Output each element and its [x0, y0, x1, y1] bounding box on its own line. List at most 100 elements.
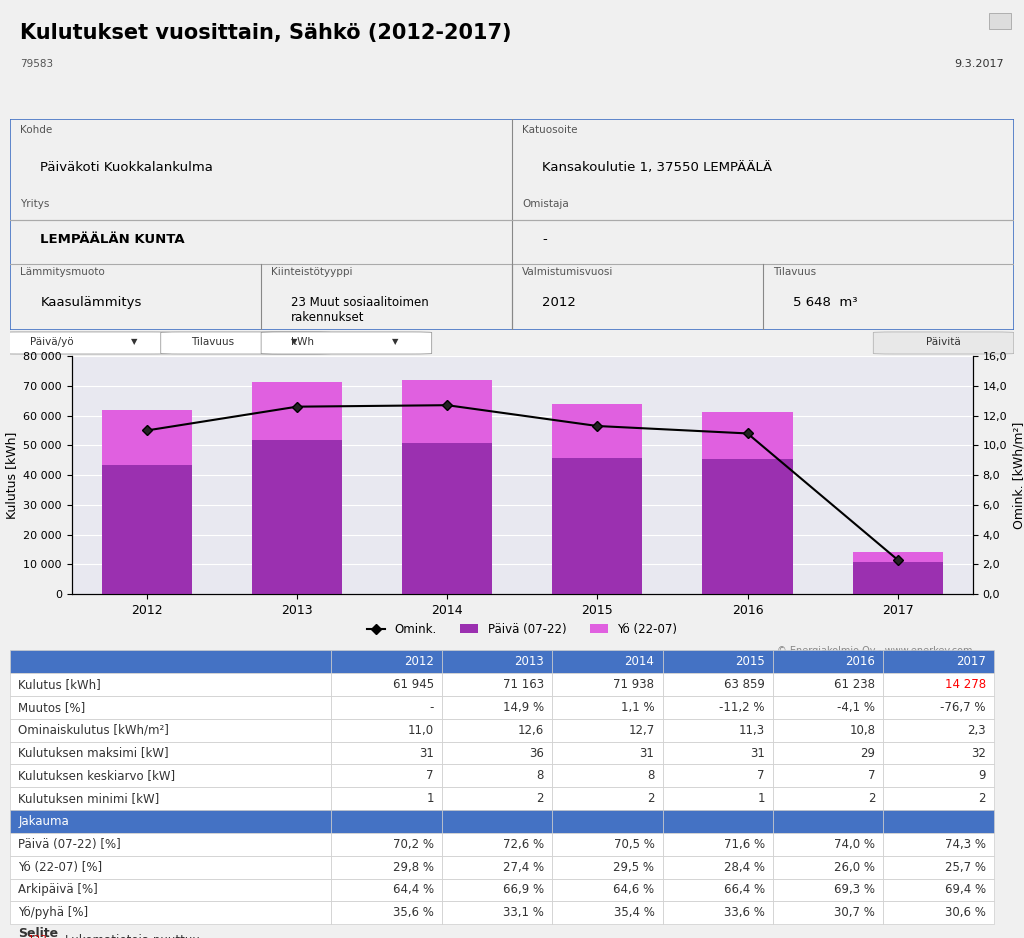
Bar — [853, 563, 943, 594]
Text: 2014: 2014 — [625, 656, 654, 668]
Bar — [884, 673, 993, 696]
Bar — [402, 380, 493, 443]
Bar — [552, 742, 663, 764]
Bar — [441, 787, 552, 810]
Text: 29,5 %: 29,5 % — [613, 861, 654, 873]
Text: Kulutus [kWh]: Kulutus [kWh] — [18, 678, 101, 691]
Bar — [332, 787, 441, 810]
Bar — [441, 833, 552, 855]
Text: 69,3 %: 69,3 % — [835, 884, 876, 897]
Text: 66,9 %: 66,9 % — [503, 884, 544, 897]
Bar — [441, 901, 552, 924]
Text: 2,3: 2,3 — [967, 724, 986, 736]
Text: Kansakoulutie 1, 37550 LEMPÄÄLÄ: Kansakoulutie 1, 37550 LEMPÄÄLÄ — [542, 161, 772, 174]
Text: 7: 7 — [426, 769, 434, 782]
Bar — [663, 810, 773, 833]
Bar — [252, 383, 342, 440]
Text: 8: 8 — [537, 769, 544, 782]
Text: Katuosoite: Katuosoite — [522, 126, 578, 135]
Text: Yö/pyhä [%]: Yö/pyhä [%] — [18, 906, 88, 919]
Bar — [10, 650, 332, 673]
Text: 30,6 %: 30,6 % — [945, 906, 986, 919]
Text: 72,6 %: 72,6 % — [503, 838, 544, 851]
Text: 2012: 2012 — [542, 296, 575, 310]
Bar — [884, 719, 993, 742]
Text: 31: 31 — [750, 747, 765, 760]
Bar — [441, 650, 552, 673]
Bar — [10, 855, 332, 879]
Text: 79583: 79583 — [20, 59, 53, 68]
Bar — [773, 673, 884, 696]
Bar — [332, 719, 441, 742]
Bar — [10, 719, 332, 742]
Text: Kulutukset vuosittain, Sähkö (2012-2017): Kulutukset vuosittain, Sähkö (2012-2017) — [20, 23, 512, 42]
Bar — [101, 410, 191, 464]
Text: kWh: kWh — [291, 337, 314, 347]
Bar — [441, 855, 552, 879]
Text: Yö (22-07) [%]: Yö (22-07) [%] — [18, 861, 102, 873]
Text: 25,7 %: 25,7 % — [945, 861, 986, 873]
Text: 74,3 %: 74,3 % — [945, 838, 986, 851]
Text: Selite: Selite — [18, 927, 58, 938]
Bar — [101, 464, 191, 594]
Text: 61 945: 61 945 — [392, 678, 434, 691]
Bar — [332, 764, 441, 787]
Text: Tilavuus: Tilavuus — [773, 266, 816, 277]
Text: 29,8 %: 29,8 % — [393, 861, 434, 873]
Bar — [10, 879, 332, 901]
Text: Tilavuus: Tilavuus — [190, 337, 234, 347]
Text: Omistaja: Omistaja — [522, 199, 568, 209]
Bar — [663, 650, 773, 673]
Text: Muutos [%]: Muutos [%] — [18, 701, 86, 714]
Bar — [332, 810, 441, 833]
Bar — [441, 764, 552, 787]
Text: 2: 2 — [978, 793, 986, 805]
Bar — [552, 650, 663, 673]
Text: 74,0 %: 74,0 % — [835, 838, 876, 851]
Bar — [663, 742, 773, 764]
Text: -11,2 %: -11,2 % — [720, 701, 765, 714]
Text: Kiinteistötyyppi: Kiinteistötyyppi — [271, 266, 352, 277]
Bar — [773, 719, 884, 742]
Text: 2: 2 — [647, 793, 654, 805]
Bar — [773, 787, 884, 810]
Bar — [18, 932, 56, 938]
Bar — [441, 810, 552, 833]
Text: 7: 7 — [758, 769, 765, 782]
Bar — [10, 810, 332, 833]
Text: 2: 2 — [867, 793, 876, 805]
Text: Kulutuksen minimi [kW]: Kulutuksen minimi [kW] — [18, 793, 160, 805]
Bar — [552, 458, 642, 594]
Bar — [10, 742, 332, 764]
Text: Kohde: Kohde — [20, 126, 52, 135]
Bar — [773, 742, 884, 764]
Bar — [884, 696, 993, 719]
Text: Jakauma: Jakauma — [18, 815, 69, 828]
Text: Ominaiskulutus [kWh/m²]: Ominaiskulutus [kWh/m²] — [18, 724, 169, 736]
Bar — [441, 742, 552, 764]
Bar — [773, 650, 884, 673]
Text: 64,6 %: 64,6 % — [613, 884, 654, 897]
Text: 70,2 %: 70,2 % — [393, 838, 434, 851]
Text: 9.3.2017: 9.3.2017 — [954, 59, 1004, 68]
Bar — [853, 552, 943, 563]
Text: Kulutuksen keskiarvo [kW]: Kulutuksen keskiarvo [kW] — [18, 769, 175, 782]
Bar — [552, 833, 663, 855]
FancyBboxPatch shape — [161, 332, 332, 354]
Text: 1: 1 — [758, 793, 765, 805]
Bar — [702, 412, 793, 460]
Bar — [884, 650, 993, 673]
Text: Kulutuksen maksimi [kW]: Kulutuksen maksimi [kW] — [18, 747, 169, 760]
Text: 28,4 %: 28,4 % — [724, 861, 765, 873]
Text: Lämmitysmuoto: Lämmitysmuoto — [20, 266, 105, 277]
Text: Arkipäivä [%]: Arkipäivä [%] — [18, 884, 98, 897]
Bar — [663, 787, 773, 810]
Text: Kaasulämmitys: Kaasulämmitys — [40, 296, 141, 310]
Text: 69,4 %: 69,4 % — [944, 884, 986, 897]
Bar — [884, 879, 993, 901]
Text: 30,7 %: 30,7 % — [835, 906, 876, 919]
Bar — [332, 855, 441, 879]
Bar — [663, 696, 773, 719]
Text: 26,0 %: 26,0 % — [835, 861, 876, 873]
Bar — [552, 764, 663, 787]
